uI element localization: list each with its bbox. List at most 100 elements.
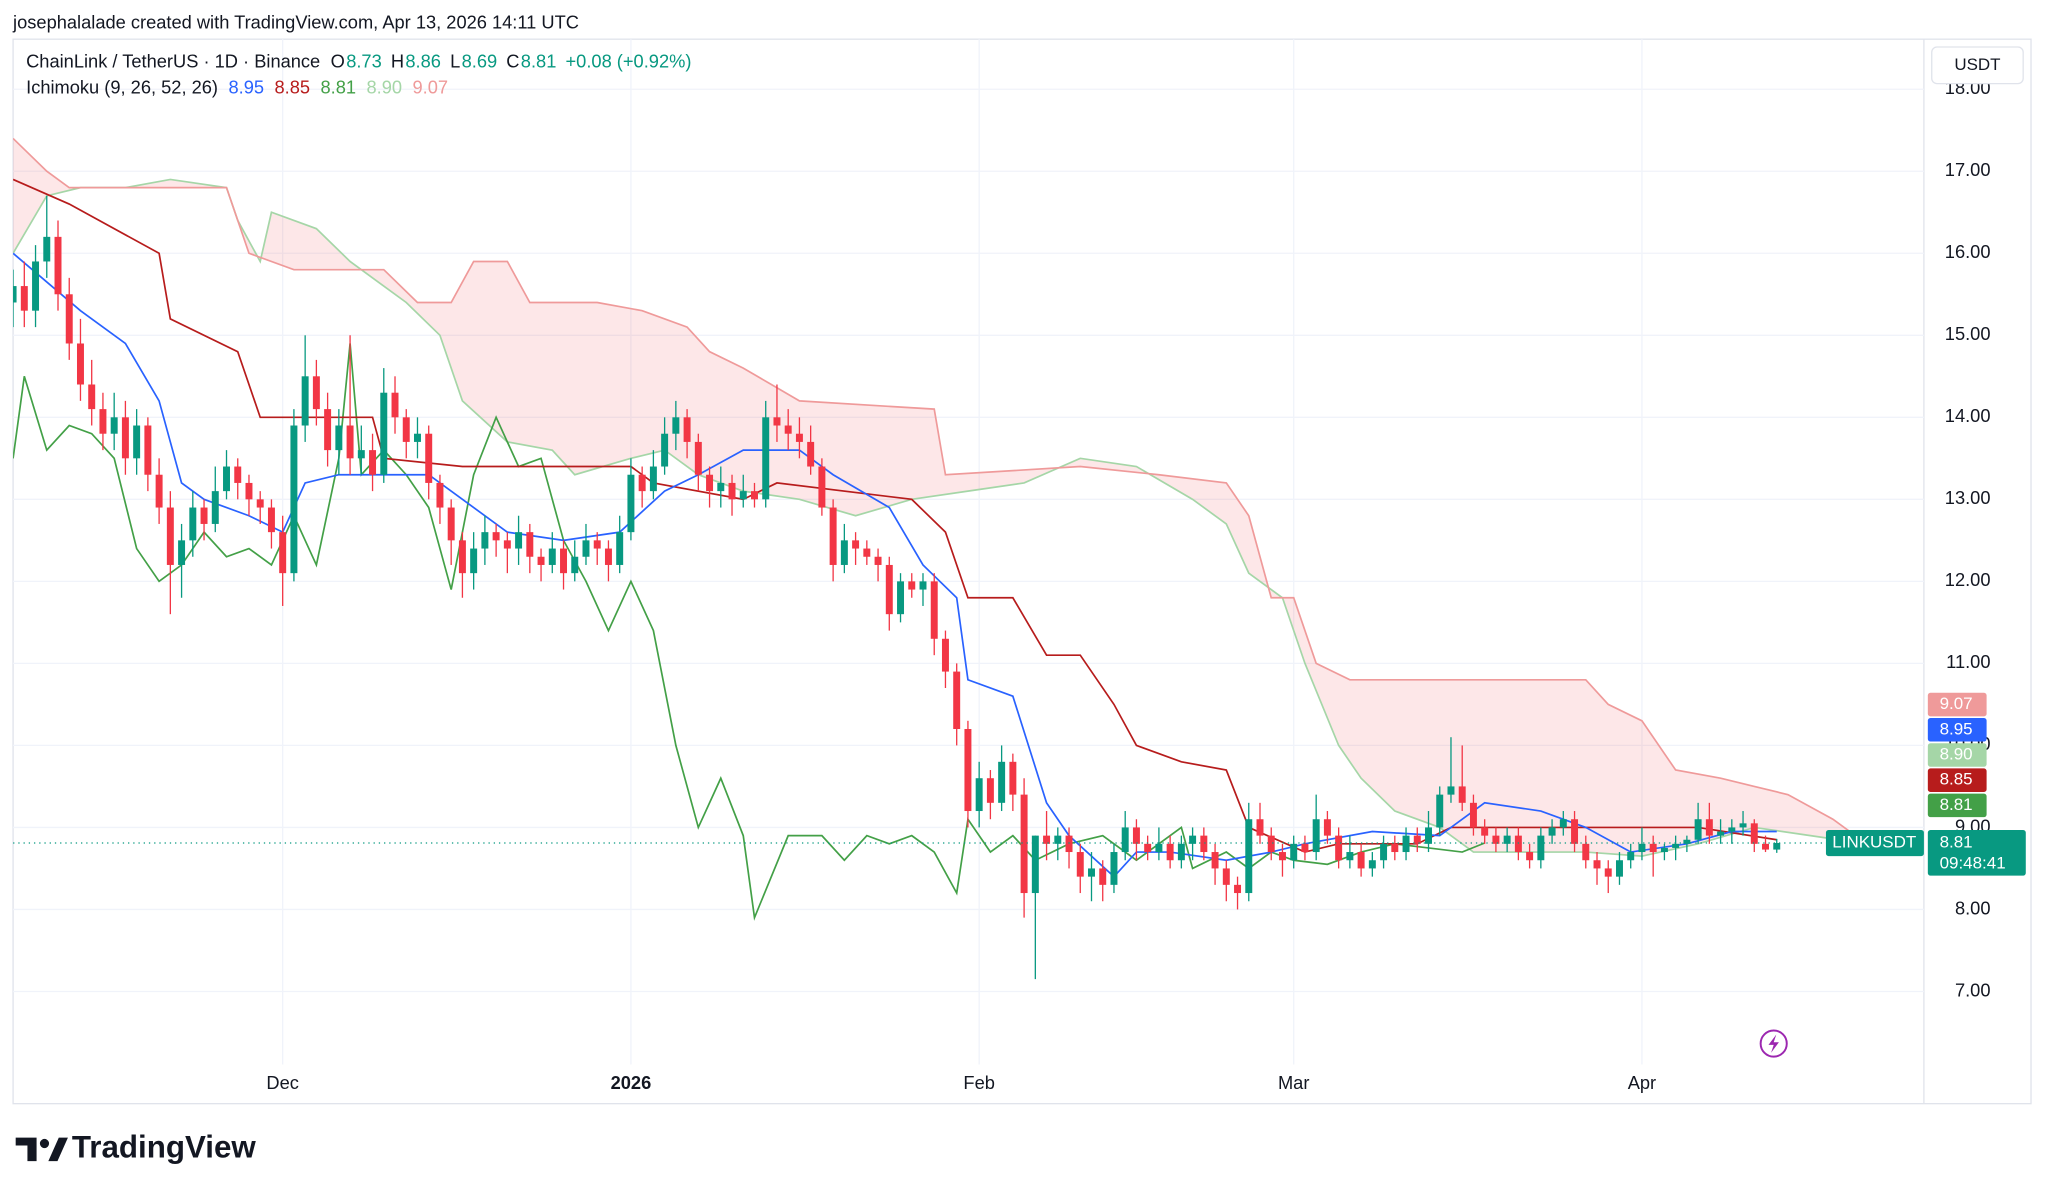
candle-body [829,507,837,565]
indicator-value: 9.07 [413,77,449,98]
candle-body [1132,827,1140,844]
candle-body [54,236,62,295]
candle-body [919,581,927,590]
candle-body [638,474,646,492]
candle-body [807,441,815,467]
candle-body [1234,884,1242,894]
candle-body [762,417,770,500]
candle-body [65,294,73,344]
candle-body [1503,835,1511,844]
candle-body [503,540,511,549]
brand-name: TradingView [72,1130,257,1165]
candle-body [1705,819,1713,836]
y-tick-label: 14.00 [1945,405,1991,426]
candle-body [76,343,84,385]
candle-body [1402,835,1410,853]
candle-body [1615,860,1623,877]
candle-body [1020,794,1028,894]
brand: TradingView [15,1130,257,1165]
candle-body [402,417,410,442]
candle-body [537,556,545,565]
candle-body [1166,843,1174,861]
plot [13,137,1924,980]
candle-body [1065,835,1073,853]
candle-body [1739,823,1747,828]
currency[interactable]: USDT [1954,55,2000,74]
candle-body [1436,794,1444,828]
candle-body [1009,761,1017,795]
candle-body [548,548,556,565]
candle-body [1683,839,1691,844]
candle-body [234,466,242,483]
y-tick-label: 17.00 [1945,159,1991,180]
candle-body [43,236,51,262]
candle-body [301,376,309,426]
candle-body [706,474,714,492]
candle-body [863,548,871,557]
candle-body [369,450,377,475]
candle-body [874,556,882,565]
candle-body [166,507,174,565]
candle-body [357,450,365,459]
candle-body [1222,868,1230,885]
cloud-fill [13,138,1912,857]
candle-body [1458,786,1466,803]
candle-body [616,532,624,565]
candle-body [110,417,118,434]
currency-button[interactable] [1931,46,2024,85]
candle-body [1447,786,1455,795]
lightning-icon [1759,1029,1788,1058]
candle-body [1773,843,1781,850]
candle-body [20,286,28,311]
candle-body [526,532,534,557]
symbol-label-bg [1825,829,1924,857]
candle-body [1256,819,1264,836]
ohlc-key: L [450,51,460,72]
candle-body [1155,843,1163,853]
candle-body [717,482,725,492]
candle-body [178,540,186,565]
y-tick-label: 8.00 [1955,897,1991,918]
candle-body [1391,843,1399,853]
candle-body [604,548,612,565]
ohlc-key: H [391,51,404,72]
candle-body [1481,827,1489,836]
candle-body [1526,852,1534,861]
x-tick-label: 2026 [611,1072,652,1093]
candle-body [1267,835,1275,853]
candle-body [256,499,264,508]
candle-body [436,482,444,508]
indicator-price-bg [1927,692,1987,717]
candle-body [840,540,848,565]
ohlc-key: C [506,51,519,72]
indicator-value: 8.81 [320,77,356,98]
y-tick-label: 12.00 [1945,569,1991,590]
candle-body [1413,835,1421,844]
indicator-price: 8.81 [1940,795,1973,814]
candle-body [324,409,332,451]
candle-body [941,638,949,672]
candle-body [1672,843,1680,848]
candle-body [1211,852,1219,869]
pane-border [12,38,2032,1105]
x-tick-label: Dec [266,1072,298,1093]
y-tick-label: 15.00 [1945,323,1991,344]
candle-body [795,433,803,442]
candle-body [133,425,141,459]
candle-body [515,532,523,549]
candle-body [953,671,961,730]
candle-body [852,540,860,549]
indicator-price: 8.90 [1940,744,1973,763]
candle-body [481,532,489,549]
candle-body [32,261,40,311]
icon-bolt [1768,1034,1779,1053]
candle-body [751,491,758,500]
ohlc-key: O [331,51,345,72]
icon-circle [1759,1029,1788,1058]
candle-body [728,482,736,500]
candle-body [773,417,781,426]
candle-body [1559,819,1567,828]
countdown-label: 09:48:41 [1940,853,2006,872]
candle-body [1638,843,1646,853]
